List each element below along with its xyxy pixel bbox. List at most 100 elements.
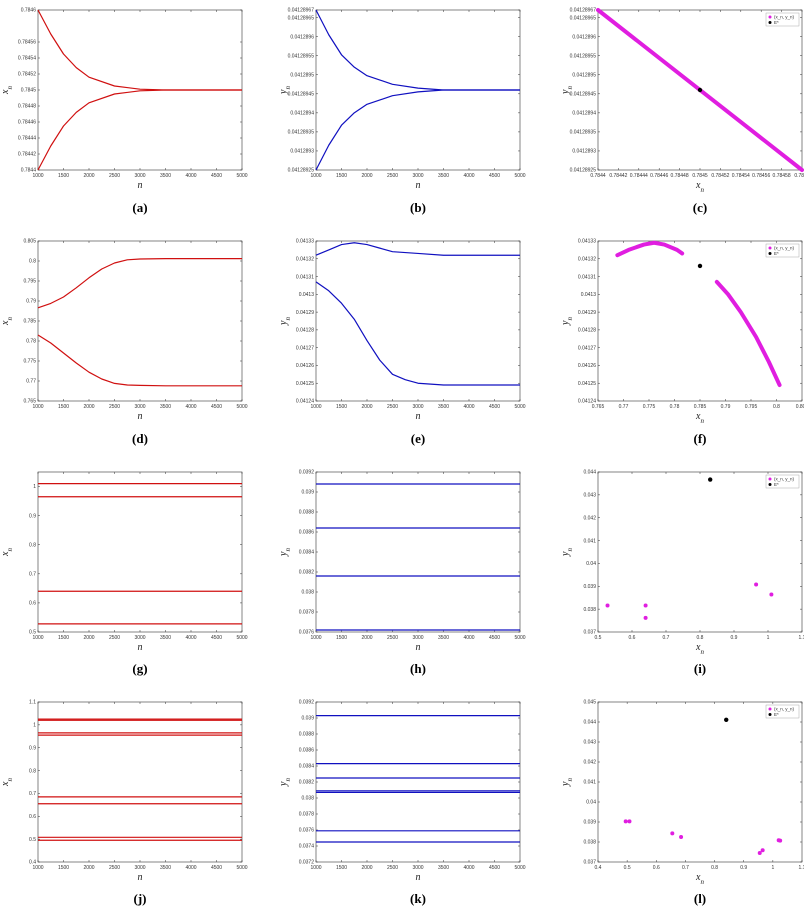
trajectory-point-2 [627,819,632,824]
x-tick-label: 1 [771,865,774,871]
chart-k: 1000 1500 2000 2500 3000 3500 4000 4500 5000 0.03… [278,700,526,906]
plot-frame [597,701,803,863]
legend-box [765,12,800,27]
y-tick-label: 0.0386 [299,748,315,754]
y-tick-label: 0.0412894 [572,111,596,117]
x-tick-label: 1 [767,635,770,641]
y-tick-label: 1 [33,484,36,490]
y-tick-label: 0.044 [583,720,596,726]
y-tick-label: 0.042 [583,515,596,521]
y-tick-label: 0.037 [583,860,596,866]
x-tick-label: 1500 [58,404,69,410]
x-tick-label: 4000 [185,635,196,641]
fixed-point-marker [697,87,703,93]
x-tick-label: 3000 [134,173,145,179]
x-tick-label: 1000 [310,404,321,410]
y-tick-label: 0.039 [301,490,314,496]
y-tick-label: 0.04128967 [288,8,315,14]
y-tick-label: 0.04128 [578,328,596,334]
y-tick-label: 0.0388 [299,510,315,516]
y-axis-label: yn [278,778,292,787]
x-tick-label: 4500 [489,173,500,179]
y-tick-label: 0.7844 [21,168,37,174]
y-tick-label: 0.0374 [299,844,315,850]
legend-marker-fixed-point [768,483,772,486]
x-tick-label: 1500 [58,173,69,179]
panel-caption: (a) [132,200,147,215]
legend: (x_n, y_n)E* [765,12,800,27]
x-tick-label: 0.78444 [630,173,648,179]
x-tick-label: 3000 [134,865,145,871]
y-tick-label: 0.037 [583,630,596,636]
series-line-2 [37,334,242,387]
y-tick-label: 0.038 [301,590,314,596]
x-tick-label: 3500 [160,173,171,179]
y-tick-label: 1.1 [29,700,36,706]
x-tick-label: 0.4 [595,865,602,871]
y-axis-label: yn [278,86,292,95]
x-tick-label: 4500 [489,865,500,871]
plot-frame [315,701,521,863]
y-tick-label: 0.039 [583,820,596,826]
y-tick-label: 0.77 [26,379,36,385]
x-tick-label: 0.7 [682,865,689,871]
x-tick-label: 5000 [236,404,247,410]
y-tick-label: 0.0378 [299,610,315,616]
x-tick-label: 1000 [32,865,43,871]
x-tick-label: 3000 [412,635,423,641]
y-tick-label: 0.038 [301,796,314,802]
chart-c: 0.7844 0.78442 0.78444 0.78446 0.78448 0.7845… [560,8,804,215]
x-tick-label: 0.765 [592,404,605,410]
chart-i: 0.5 0.6 0.7 0.8 0.9 1 1.1 0.037 0.038 0.039 0.04 0.… [560,470,804,676]
y-axis-label: xn [0,778,14,787]
y-axis-label: yn [560,317,574,326]
x-tick-label: 2500 [109,404,120,410]
legend-marker-trajectory [768,246,772,250]
x-tick-label: 0.7844 [590,173,606,179]
chart-j: 1000 1500 2000 2500 3000 3500 4000 4500 5000 0.4 0… [0,700,248,906]
legend-marker-trajectory [768,15,772,19]
x-tick-label: 0.6 [629,635,636,641]
y-tick-label: 0.042 [583,760,596,766]
legend-box [765,704,800,719]
y-tick-label: 0.04128945 [288,92,315,98]
x-tick-label: 2000 [83,404,94,410]
x-axis-label: xn [695,180,704,194]
y-tick-label: 0.6 [29,814,36,820]
legend-label-fixed-point: E* [774,712,779,717]
panel-caption: (k) [410,891,426,906]
x-tick-label: 4000 [463,865,474,871]
x-tick-label: 5000 [236,635,247,641]
chart-l: 0.4 0.5 0.6 0.7 0.8 0.9 1 1.1 0.037 0.038 0.039 0.0… [560,700,804,906]
x-tick-label: 0.78 [670,404,680,410]
y-axis-label: xn [0,548,14,557]
series-line-2 [37,89,242,171]
x-tick-label: 1000 [32,635,43,641]
x-tick-label: 0.78442 [609,173,627,179]
y-tick-label: 0.0412893 [290,149,314,155]
legend-marker-fixed-point [768,252,772,255]
y-tick-label: 1 [33,723,36,729]
x-tick-label: 1000 [32,404,43,410]
x-tick-label: 4000 [463,404,474,410]
y-tick-label: 0.04133 [578,239,596,245]
y-tick-label: 0.78442 [18,152,36,158]
y-tick-label: 0.044 [583,470,596,476]
x-tick-label: 2500 [387,173,398,179]
x-axis-label: n [138,180,143,191]
x-tick-label: 4000 [185,173,196,179]
fixed-point-marker [697,263,703,269]
y-tick-label: 0.04128935 [288,130,315,136]
legend-label-trajectory: (x_n, y_n) [774,246,795,251]
fixed-point-marker [708,477,713,482]
trajectory-point-6 [760,848,765,853]
x-tick-label: 4500 [489,635,500,641]
x-tick-label: 1.1 [799,865,804,871]
y-tick-label: 0.78454 [18,56,36,62]
y-tick-label: 0.4 [29,860,36,866]
x-tick-label: 0.795 [745,404,758,410]
panel-caption: (h) [410,661,426,676]
chart-b: 1000 1500 2000 2500 3000 3500 4000 4500 5000 0.04… [278,8,526,215]
x-tick-label: 2000 [83,635,94,641]
x-tick-label: 2500 [387,635,398,641]
